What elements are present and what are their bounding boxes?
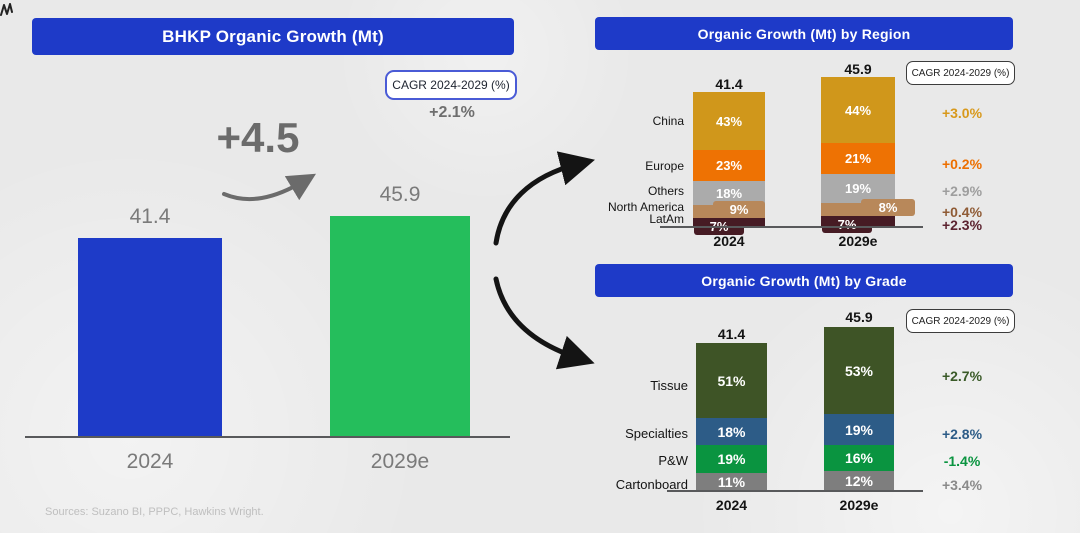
main-cagr-value: +2.1%	[429, 104, 475, 121]
grade-total-2029: 45.9	[845, 309, 873, 325]
delta-annotation: +4.5	[216, 114, 300, 161]
region-xlabel-2029: 2029e	[838, 233, 878, 249]
segment-label: 7%	[837, 217, 857, 232]
main-chart-title: BHKP Organic Growth (Mt)	[32, 18, 514, 55]
grade-2029-tissue-segment: 53%	[824, 327, 894, 414]
grade-total-2024: 41.4	[717, 326, 746, 342]
region-2029-europe-segment: 21%	[821, 143, 895, 174]
segment-label: 23%	[715, 158, 743, 173]
grade-cagr-cartonboard: +3.4%	[941, 477, 983, 493]
region-cagr-europe: +0.2%	[941, 156, 983, 172]
region-label-latam: LatAm	[649, 212, 684, 226]
region-cagr-others: +2.9%	[941, 183, 983, 199]
grade-2024-specialties-segment: 18%	[696, 418, 767, 445]
region-2024-europe-segment: 23%	[693, 150, 765, 181]
delta-arrow-icon	[222, 173, 317, 202]
grade-2029-specialties-segment: 19%	[824, 414, 894, 445]
segment-label: 16%	[844, 450, 874, 466]
region-cagr-box: CAGR 2024-2029 (%)	[906, 61, 1015, 85]
region-total-2029: 45.9	[844, 61, 872, 77]
grade-cagr-pw: -1.4%	[943, 453, 981, 469]
region-cagr-latam: +2.3%	[941, 217, 983, 233]
region-2024-china-segment: 43%	[693, 92, 765, 150]
region-2024-northamerica-chip: 9%	[713, 201, 765, 218]
main-xlabel-2029: 2029e	[370, 450, 430, 473]
grade-label-specialties: Specialties	[625, 426, 688, 441]
region-2029-northamerica-chip: 8%	[861, 199, 915, 216]
main-bar-value-2024: 41.4	[129, 205, 171, 228]
main-bar-2024	[78, 238, 222, 437]
grade-cagr-box: CAGR 2024-2029 (%)	[906, 309, 1015, 333]
region-2029-others-segment: 19%	[821, 174, 895, 203]
segment-label: 21%	[844, 151, 872, 166]
region-axis-line	[660, 226, 923, 228]
grade-label-tissue: Tissue	[650, 378, 688, 393]
grade-xlabel-2029: 2029e	[839, 497, 879, 513]
region-chart-title: Organic Growth (Mt) by Region	[595, 17, 1013, 50]
segment-label: 44%	[844, 102, 872, 118]
grade-2029-cartonboard-segment: 12%	[824, 471, 894, 491]
main-bar-2029	[330, 216, 470, 437]
segment-label: 19%	[717, 451, 746, 467]
segment-label: 8%	[878, 200, 898, 215]
segment-label: 18%	[717, 423, 746, 440]
main-bar-value-2029: 45.9	[379, 183, 421, 206]
grade-label-cartonboard: Cartonboard	[615, 477, 688, 492]
main-cagr-box: CAGR 2024-2029 (%)	[385, 70, 517, 100]
region-cagr-northamerica: +0.4%	[941, 204, 983, 220]
grade-cagr-tissue: +2.7%	[941, 368, 983, 384]
segment-label: 12%	[844, 473, 874, 489]
grade-chart-title: Organic Growth (Mt) by Grade	[595, 264, 1013, 297]
region-label-others: Others	[647, 184, 684, 198]
segment-label: 18%	[715, 185, 743, 201]
region-total-2024: 41.4	[715, 76, 743, 92]
region-label-northamerica: North America	[607, 200, 684, 214]
region-2029-china-segment: 44%	[821, 77, 895, 143]
grade-axis-line	[667, 490, 923, 492]
connector-arrows-icon	[493, 151, 595, 370]
segment-label: 19%	[844, 421, 874, 438]
region-cagr-china: +3.0%	[941, 105, 983, 121]
corner-squiggle-icon	[0, 3, 13, 16]
segment-label: 43%	[715, 113, 743, 129]
grade-2024-tissue-segment: 51%	[696, 343, 767, 418]
region-label-europe: Europe	[645, 159, 684, 173]
grade-cagr-specialties: +2.8%	[941, 426, 983, 442]
grade-2029-pw-segment: 16%	[824, 445, 894, 471]
sources-note: Sources: Suzano BI, PPPC, Hawkins Wright…	[45, 506, 264, 518]
grade-2024-pw-segment: 19%	[696, 445, 767, 473]
grade-2024-cartonboard-segment: 11%	[696, 473, 767, 491]
region-xlabel-2024: 2024	[713, 233, 745, 249]
segment-label: 11%	[717, 474, 746, 490]
region-label-china: China	[652, 114, 684, 128]
segment-label: 53%	[844, 362, 874, 379]
segment-label: 51%	[717, 372, 746, 389]
segment-label: 19%	[844, 181, 872, 196]
main-xlabel-2024: 2024	[126, 450, 174, 473]
grade-label-pw: P&W	[658, 453, 688, 468]
grade-xlabel-2024: 2024	[715, 497, 748, 513]
segment-label: 9%	[729, 202, 749, 217]
main-axis-line	[25, 436, 510, 438]
region-2029-latam-chip: 7%	[822, 216, 872, 233]
